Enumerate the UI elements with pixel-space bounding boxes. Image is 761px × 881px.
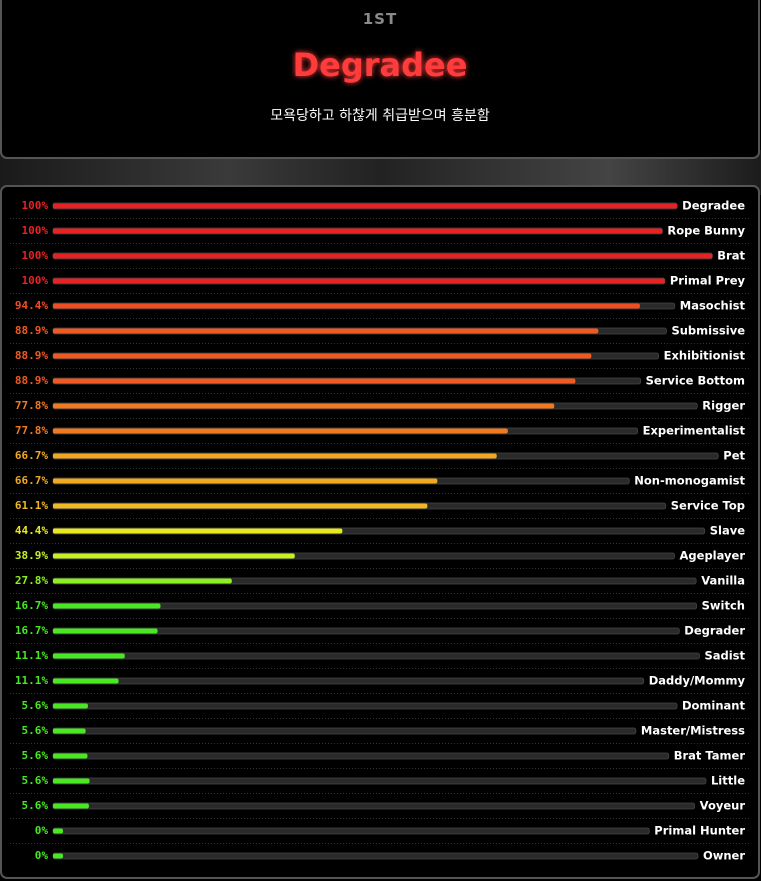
value-label: 66.7%	[15, 474, 48, 487]
value-label: 0%	[35, 824, 49, 837]
bar-track	[52, 752, 670, 760]
category-label: Primal Hunter	[654, 824, 745, 838]
bar-cap	[53, 828, 63, 834]
header-panel	[0, 0, 760, 159]
category-label: Vanilla	[701, 574, 745, 588]
bar	[53, 803, 89, 809]
value-label: 44.4%	[15, 524, 48, 537]
bar	[53, 578, 232, 584]
category-label: Service Bottom	[646, 374, 745, 388]
bar	[53, 278, 665, 284]
value-label: 100%	[22, 224, 49, 237]
category-label: Degradee	[682, 199, 745, 213]
bar	[53, 503, 428, 509]
rows: 100% Degradee 100% Rope Bunny 100% Brat 100% Pr…	[10, 199, 750, 863]
bar	[53, 703, 88, 709]
value-label: 88.9%	[15, 349, 48, 362]
bar-track	[52, 727, 637, 735]
bar	[53, 628, 158, 634]
value-label: 77.8%	[15, 399, 48, 412]
bar-cap	[53, 853, 63, 859]
bar	[53, 678, 119, 684]
value-label: 16.7%	[15, 624, 48, 637]
bar	[53, 728, 86, 734]
value-label: 100%	[22, 274, 49, 287]
category-label: Pet	[723, 449, 745, 463]
value-label: 100%	[22, 199, 49, 212]
bar-track	[52, 802, 696, 810]
value-label: 5.6%	[22, 774, 49, 787]
rank: 1ST	[363, 10, 397, 28]
bar	[53, 203, 678, 209]
category-label: Non-monogamist	[634, 474, 745, 488]
category-label: Rigger	[702, 399, 745, 413]
category-label: Primal Prey	[670, 274, 746, 288]
category-label: Master/Mistress	[641, 724, 745, 738]
bar	[53, 303, 640, 309]
bar	[53, 403, 555, 409]
value-label: 0%	[35, 849, 49, 862]
value-label: 5.6%	[22, 699, 49, 712]
bar	[53, 478, 438, 484]
category-label: Daddy/Mommy	[649, 674, 746, 688]
bar	[53, 353, 592, 359]
bar-track	[52, 827, 650, 835]
value-label: 5.6%	[22, 724, 49, 737]
bar	[53, 453, 497, 459]
bar-track	[52, 852, 699, 860]
value-label: 38.9%	[15, 549, 48, 562]
category-label: Little	[711, 774, 745, 788]
bar-track	[52, 677, 645, 685]
bar-track	[52, 652, 700, 660]
result-subtitle: 모욕당하고 하찮게 취급받으며 흥분함	[270, 108, 490, 124]
bar-track	[52, 702, 678, 710]
category-label: Rope Bunny	[667, 224, 745, 238]
bar-track	[52, 777, 707, 785]
value-label: 5.6%	[22, 749, 49, 762]
value-label: 66.7%	[15, 449, 48, 462]
category-label: Submissive	[671, 324, 745, 338]
category-label: Slave	[710, 524, 745, 538]
category-label: Sadist	[704, 649, 745, 663]
value-label: 11.1%	[15, 649, 48, 662]
bar	[53, 778, 90, 784]
category-label: Switch	[702, 599, 745, 613]
value-label: 27.8%	[15, 574, 48, 587]
value-label: 100%	[22, 249, 49, 262]
bar	[53, 753, 88, 759]
result-title: Degradee	[293, 46, 468, 84]
value-label: 88.9%	[15, 374, 48, 387]
value-label: 61.1%	[15, 499, 48, 512]
bar	[53, 253, 713, 259]
value-label: 11.1%	[15, 674, 48, 687]
bar	[53, 378, 576, 384]
category-label: Masochist	[680, 299, 746, 313]
category-label: Owner	[703, 849, 745, 863]
category-label: Experimentalist	[643, 424, 746, 438]
category-label: Ageplayer	[680, 549, 746, 563]
category-label: Service Top	[671, 499, 745, 513]
value-label: 88.9%	[15, 324, 48, 337]
bar	[53, 653, 125, 659]
category-label: Brat	[717, 249, 745, 263]
category-label: Dominant	[682, 699, 746, 713]
bar	[53, 228, 663, 234]
bar	[53, 553, 295, 559]
value-label: 16.7%	[15, 599, 48, 612]
bar	[53, 603, 161, 609]
category-label: Brat Tamer	[674, 749, 746, 763]
value-label: 5.6%	[22, 799, 49, 812]
category-label: Exhibitionist	[664, 349, 746, 363]
value-label: 77.8%	[15, 424, 48, 437]
category-label: Voyeur	[700, 799, 746, 813]
category-label: Degrader	[684, 624, 745, 638]
bar	[53, 528, 343, 534]
value-label: 94.4%	[15, 299, 48, 312]
bar	[53, 328, 599, 334]
bar	[53, 428, 508, 434]
